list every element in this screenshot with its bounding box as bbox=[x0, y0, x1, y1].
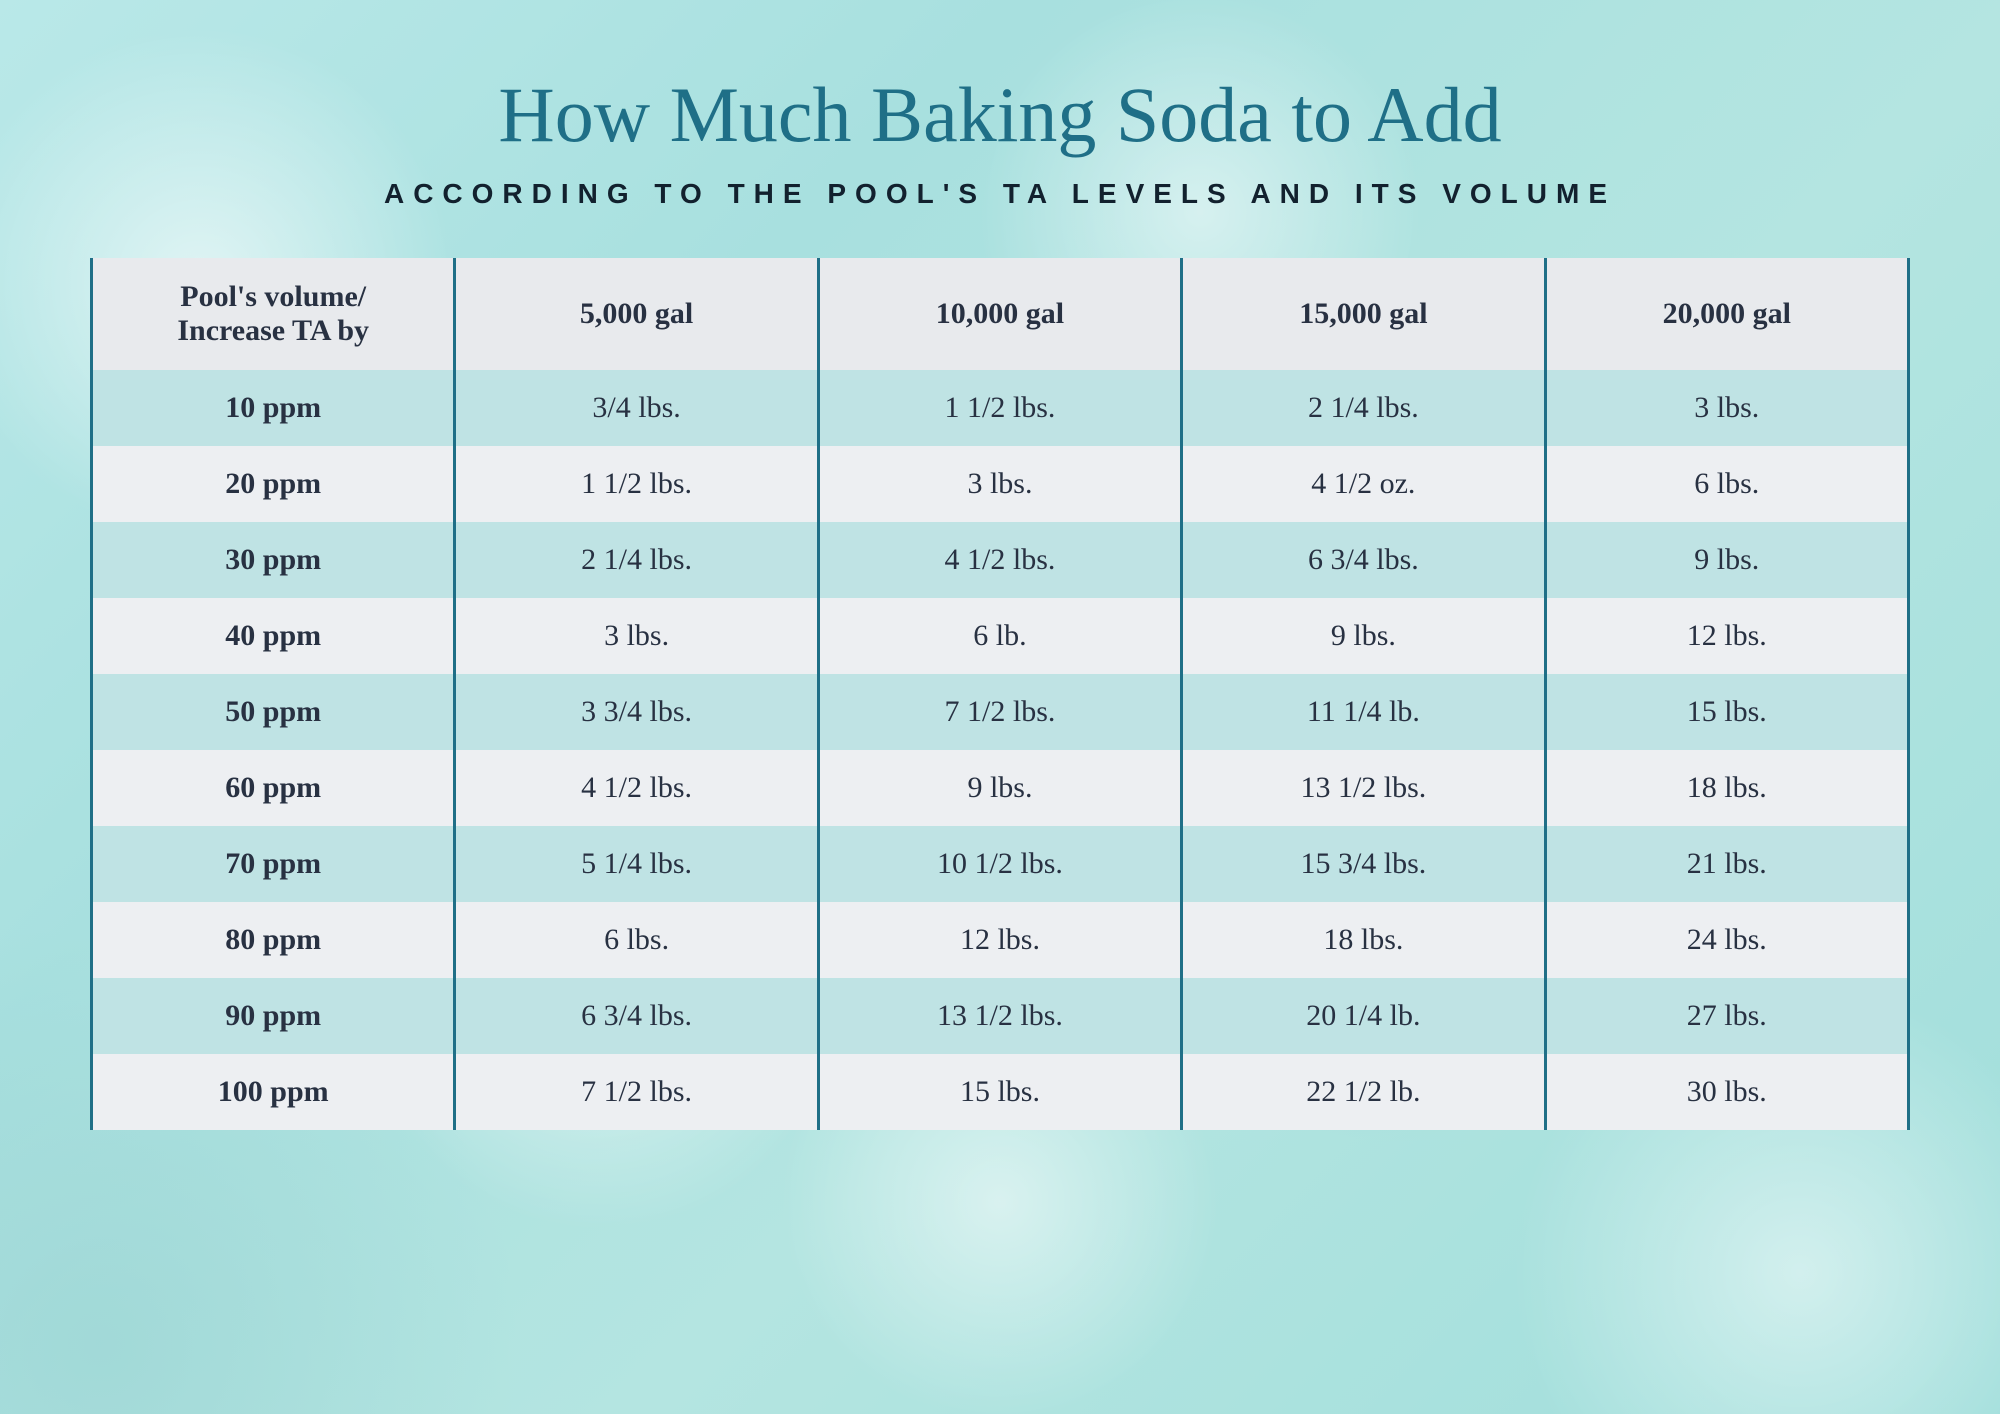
table-cell: 6 lbs. bbox=[1545, 446, 1908, 522]
table-cell: 1 1/2 lbs. bbox=[818, 370, 1181, 446]
col-header: 5,000 gal bbox=[455, 258, 818, 370]
table-cell: 3 lbs. bbox=[818, 446, 1181, 522]
table-cell: 10 1/2 lbs. bbox=[818, 826, 1181, 902]
table-row: 10 ppm3/4 lbs.1 1/2 lbs.2 1/4 lbs.3 lbs. bbox=[92, 370, 1909, 446]
table-row: 40 ppm3 lbs.6 lb.9 lbs.12 lbs. bbox=[92, 598, 1909, 674]
table-row: 30 ppm2 1/4 lbs.4 1/2 lbs.6 3/4 lbs.9 lb… bbox=[92, 522, 1909, 598]
row-label: 10 ppm bbox=[92, 370, 455, 446]
row-label: 50 ppm bbox=[92, 674, 455, 750]
col-header-label: 10,000 gal bbox=[936, 297, 1064, 332]
table-cell: 6 lbs. bbox=[455, 902, 818, 978]
table-cell: 3/4 lbs. bbox=[455, 370, 818, 446]
col-header: 10,000 gal bbox=[818, 258, 1181, 370]
table-cell: 2 1/4 lbs. bbox=[455, 522, 818, 598]
corner-header-line-2: Increase TA by bbox=[177, 314, 369, 347]
table-cell: 5 1/4 lbs. bbox=[455, 826, 818, 902]
table-cell: 9 lbs. bbox=[818, 750, 1181, 826]
table-cell: 22 1/2 lb. bbox=[1182, 1054, 1545, 1130]
corner-header-line-1: Pool's volume/ bbox=[180, 280, 366, 313]
infographic-container: How Much Baking Soda to Add ACCORDING TO… bbox=[0, 0, 2000, 1414]
table-cell: 4 1/2 lbs. bbox=[818, 522, 1181, 598]
row-label: 70 ppm bbox=[92, 826, 455, 902]
table-cell: 11 1/4 lb. bbox=[1182, 674, 1545, 750]
table-cell: 7 1/2 lbs. bbox=[818, 674, 1181, 750]
table-cell: 24 lbs. bbox=[1545, 902, 1908, 978]
row-label: 100 ppm bbox=[92, 1054, 455, 1130]
row-label: 40 ppm bbox=[92, 598, 455, 674]
table-row: 50 ppm3 3/4 lbs.7 1/2 lbs.11 1/4 lb.15 l… bbox=[92, 674, 1909, 750]
table-row: 100 ppm7 1/2 lbs.15 lbs.22 1/2 lb.30 lbs… bbox=[92, 1054, 1909, 1130]
corner-header: Pool's volume/ Increase TA by bbox=[92, 258, 455, 370]
table-cell: 6 3/4 lbs. bbox=[455, 978, 818, 1054]
table-row: 90 ppm6 3/4 lbs.13 1/2 lbs.20 1/4 lb.27 … bbox=[92, 978, 1909, 1054]
col-header-label: 15,000 gal bbox=[1299, 297, 1427, 332]
table-cell: 18 lbs. bbox=[1545, 750, 1908, 826]
table-row: 60 ppm4 1/2 lbs.9 lbs.13 1/2 lbs.18 lbs. bbox=[92, 750, 1909, 826]
table-cell: 20 1/4 lb. bbox=[1182, 978, 1545, 1054]
table-cell: 15 lbs. bbox=[1545, 674, 1908, 750]
table-cell: 1 1/2 lbs. bbox=[455, 446, 818, 522]
table-cell: 3 3/4 lbs. bbox=[455, 674, 818, 750]
table-cell: 13 1/2 lbs. bbox=[1182, 750, 1545, 826]
table-cell: 15 lbs. bbox=[818, 1054, 1181, 1130]
table-cell: 15 3/4 lbs. bbox=[1182, 826, 1545, 902]
table-cell: 3 lbs. bbox=[1545, 370, 1908, 446]
col-header-label: 20,000 gal bbox=[1663, 297, 1791, 332]
col-header: 20,000 gal bbox=[1545, 258, 1908, 370]
table-cell: 6 lb. bbox=[818, 598, 1181, 674]
table-cell: 2 1/4 lbs. bbox=[1182, 370, 1545, 446]
table-header-row: Pool's volume/ Increase TA by 5,000 gal … bbox=[92, 258, 1909, 370]
table-wrapper: Pool's volume/ Increase TA by 5,000 gal … bbox=[90, 258, 1910, 1130]
table-cell: 9 lbs. bbox=[1545, 522, 1908, 598]
baking-soda-table: Pool's volume/ Increase TA by 5,000 gal … bbox=[90, 258, 1910, 1130]
col-header-label: 5,000 gal bbox=[580, 297, 693, 332]
table-row: 80 ppm6 lbs.12 lbs.18 lbs.24 lbs. bbox=[92, 902, 1909, 978]
table-cell: 12 lbs. bbox=[1545, 598, 1908, 674]
table-cell: 27 lbs. bbox=[1545, 978, 1908, 1054]
table-cell: 18 lbs. bbox=[1182, 902, 1545, 978]
row-label: 90 ppm bbox=[92, 978, 455, 1054]
page-subtitle: ACCORDING TO THE POOL'S TA LEVELS AND IT… bbox=[384, 178, 1616, 210]
table-cell: 7 1/2 lbs. bbox=[455, 1054, 818, 1130]
row-label: 60 ppm bbox=[92, 750, 455, 826]
row-label: 20 ppm bbox=[92, 446, 455, 522]
table-row: 20 ppm1 1/2 lbs.3 lbs.4 1/2 oz.6 lbs. bbox=[92, 446, 1909, 522]
table-cell: 4 1/2 lbs. bbox=[455, 750, 818, 826]
table-cell: 9 lbs. bbox=[1182, 598, 1545, 674]
table-cell: 21 lbs. bbox=[1545, 826, 1908, 902]
row-label: 30 ppm bbox=[92, 522, 455, 598]
table-cell: 3 lbs. bbox=[455, 598, 818, 674]
table-body: 10 ppm3/4 lbs.1 1/2 lbs.2 1/4 lbs.3 lbs.… bbox=[92, 370, 1909, 1130]
table-cell: 13 1/2 lbs. bbox=[818, 978, 1181, 1054]
table-cell: 12 lbs. bbox=[818, 902, 1181, 978]
table-cell: 4 1/2 oz. bbox=[1182, 446, 1545, 522]
page-title: How Much Baking Soda to Add bbox=[498, 70, 1501, 160]
col-header: 15,000 gal bbox=[1182, 258, 1545, 370]
table-cell: 6 3/4 lbs. bbox=[1182, 522, 1545, 598]
table-row: 70 ppm5 1/4 lbs.10 1/2 lbs.15 3/4 lbs.21… bbox=[92, 826, 1909, 902]
table-cell: 30 lbs. bbox=[1545, 1054, 1908, 1130]
row-label: 80 ppm bbox=[92, 902, 455, 978]
